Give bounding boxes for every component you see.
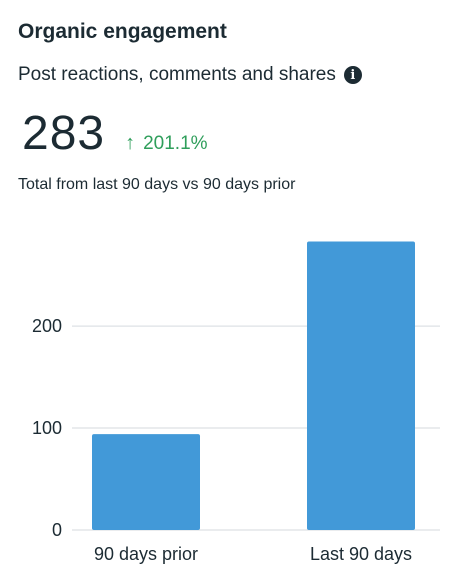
x-tick-label: Last 90 days — [310, 544, 412, 564]
delta-value: 201.1% — [143, 133, 208, 154]
info-icon[interactable]: i — [343, 66, 362, 84]
subtitle-row: Post reactions, comments and shares i — [18, 64, 362, 86]
bar — [92, 434, 200, 530]
card-title: Organic engagement — [18, 20, 227, 43]
metric-value: 283 — [22, 107, 106, 160]
metric-caption: Total from last 90 days vs 90 days prior — [18, 176, 296, 193]
y-tick-label: 100 — [32, 418, 62, 438]
y-tick-label: 0 — [52, 520, 62, 540]
card-subtitle: Post reactions, comments and shares — [18, 64, 336, 85]
bar — [307, 241, 415, 530]
metric-row: 283 ↑ 201.1% — [22, 106, 208, 161]
x-tick-label: 90 days prior — [94, 544, 198, 564]
arrow-up-icon: ↑ — [125, 132, 136, 154]
delta-badge: ↑ 201.1% — [125, 132, 207, 155]
bar-chart: 0 100 200 90 days prior Last 90 days — [32, 241, 440, 564]
y-tick-label: 200 — [32, 316, 62, 336]
